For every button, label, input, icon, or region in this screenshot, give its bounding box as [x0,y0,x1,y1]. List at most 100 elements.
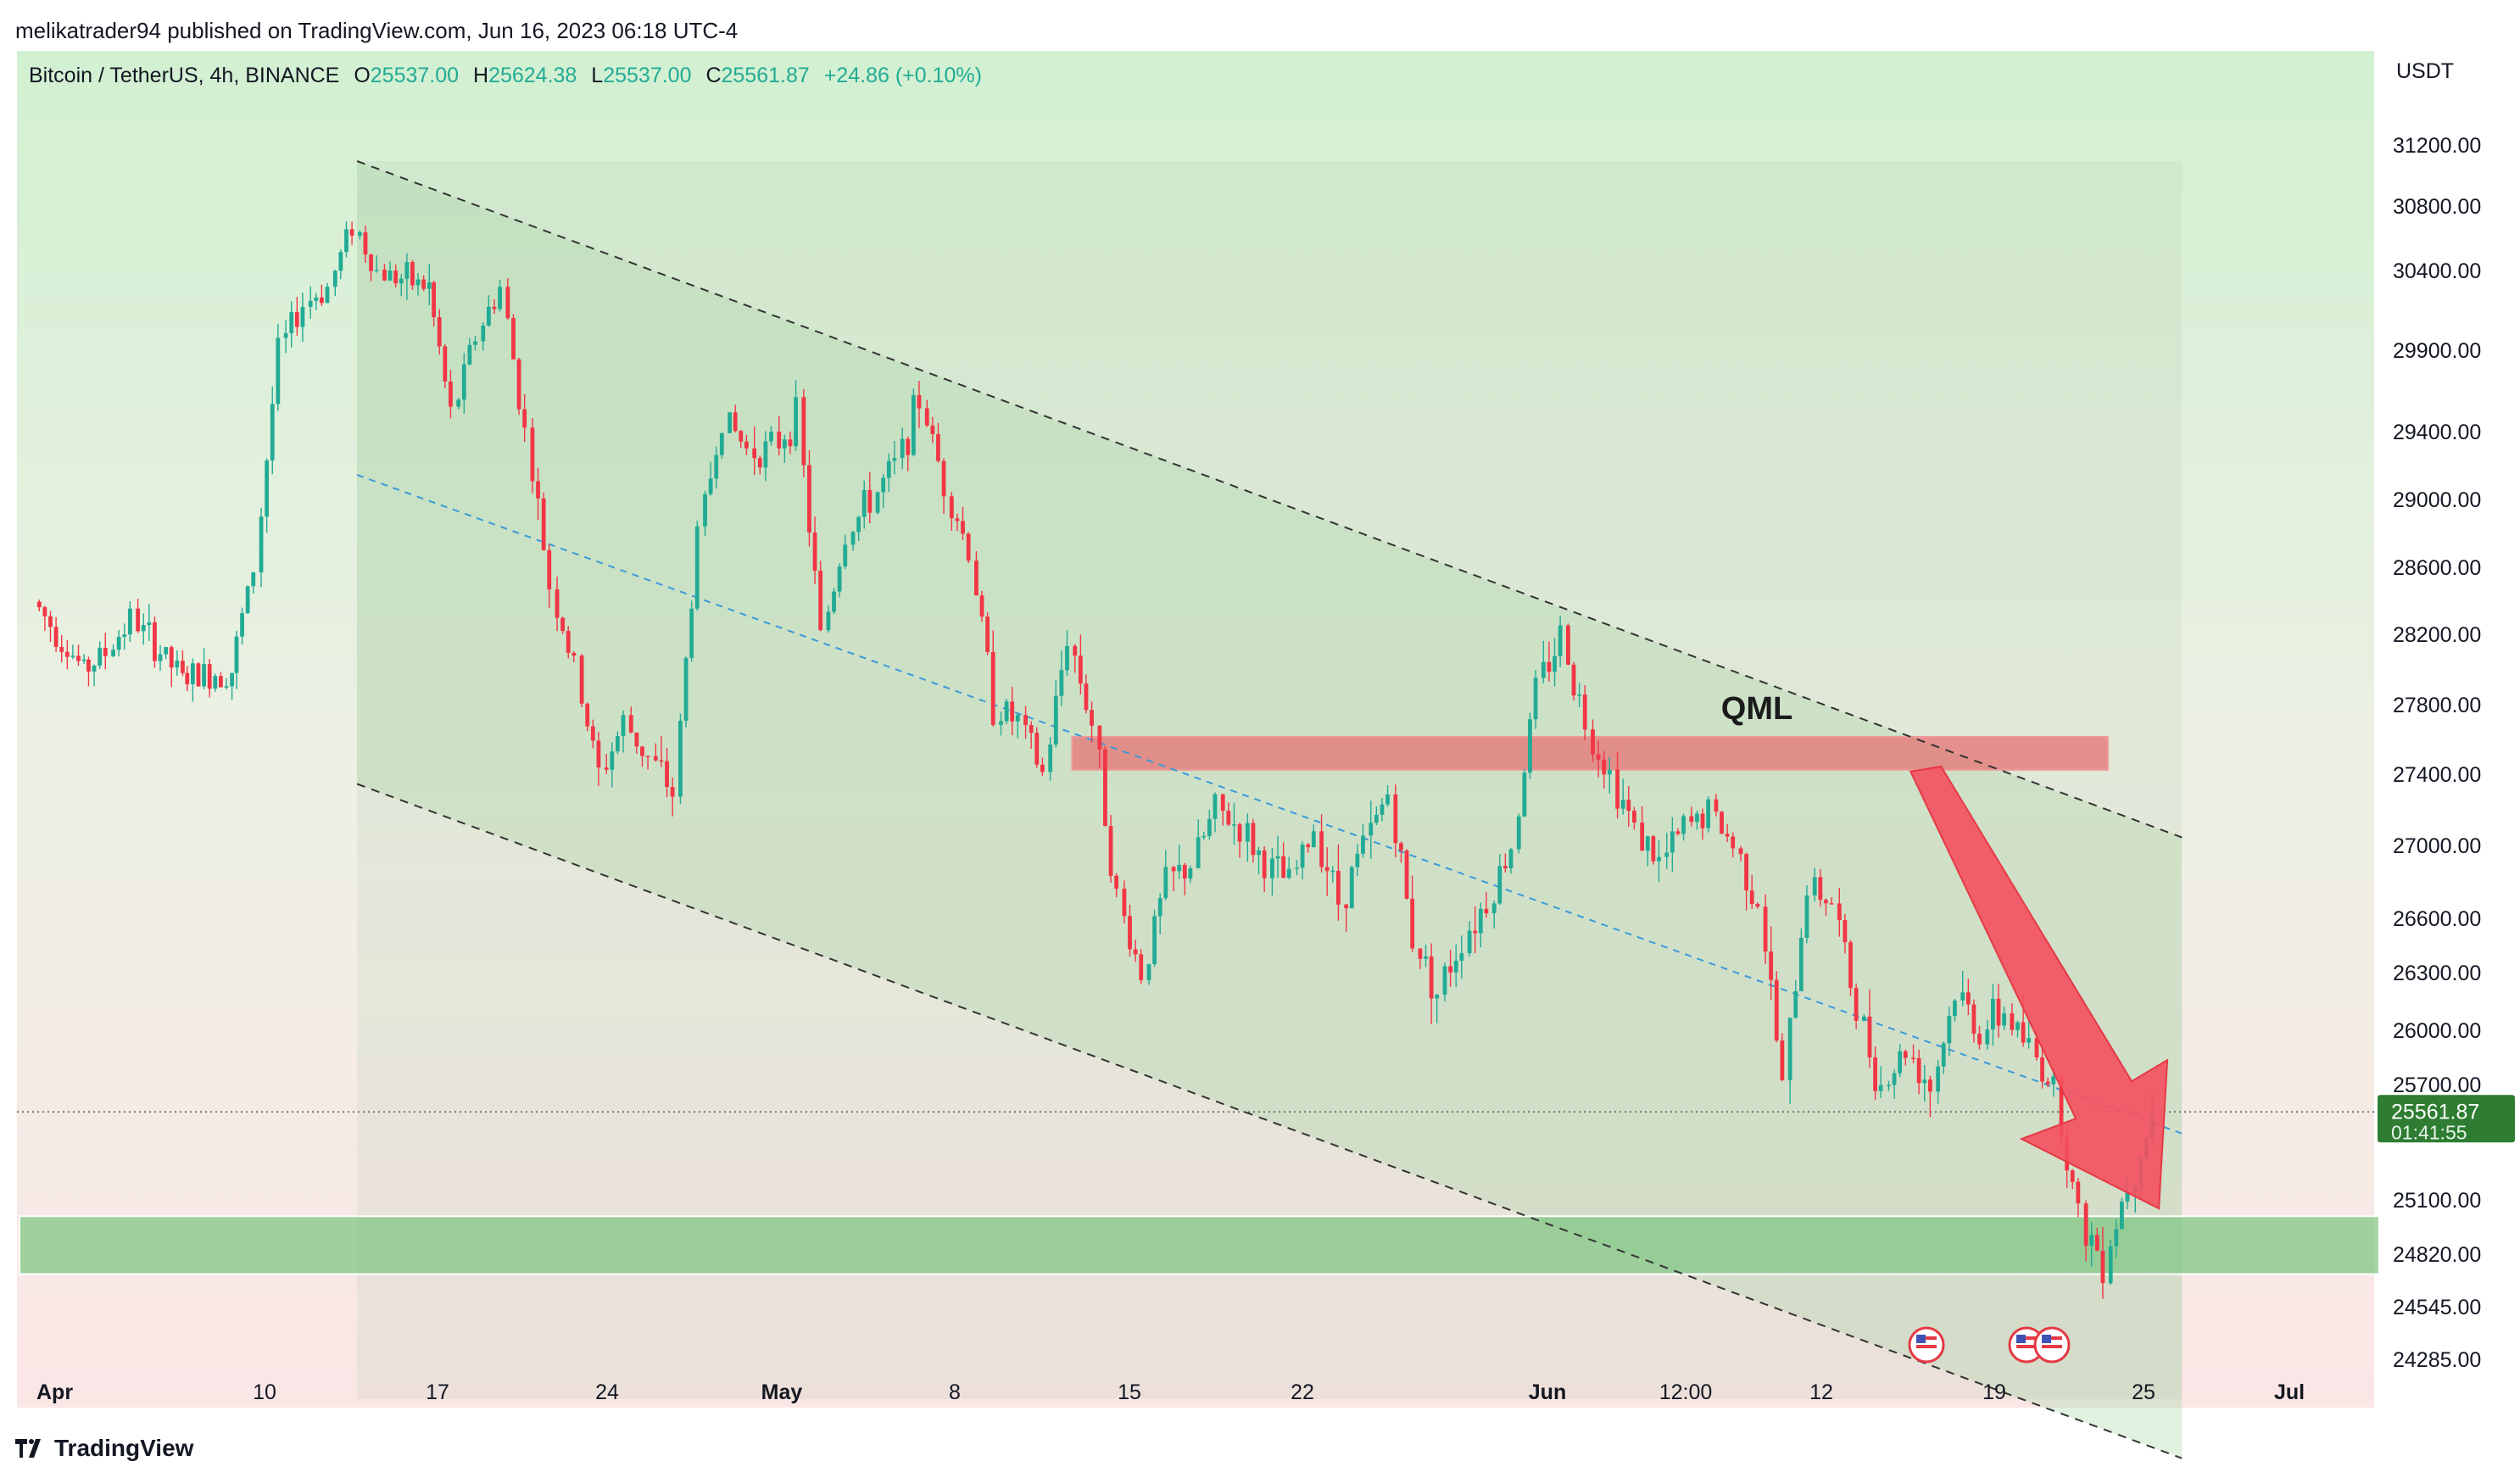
us-flag-event-icon [1916,1345,1937,1348]
candle-body [443,346,448,382]
candle-body [399,278,404,284]
candle-body [202,664,206,687]
y-tick-label: 24820.00 [2393,1243,2481,1267]
candle-body [1780,1040,1785,1080]
candle-body [1571,664,1576,696]
candle-body [861,489,867,517]
candle-body [689,608,694,658]
candle-body [1714,799,1719,812]
candle-body [826,611,831,631]
candle-body [961,521,965,534]
candle-body [473,341,477,345]
candle-body [1010,701,1015,722]
candle-body [1591,729,1595,755]
candle-body [338,252,343,271]
candle-body [344,229,348,253]
candle-body [1720,812,1724,834]
candle-body [127,608,132,635]
candle-body [2125,1191,2130,1202]
candle-body [875,492,880,513]
candle-body [207,664,212,689]
candle-body [1848,942,1853,989]
candle-body [1404,850,1409,899]
candle-body [1843,919,1848,943]
us-flag-event-icon [2042,1335,2051,1343]
channel-lower-line[interactable] [356,783,2183,1459]
y-tick-label: 29000.00 [2393,488,2481,512]
candle-body [2045,1081,2050,1085]
symbol-info-bar[interactable]: Bitcoin / TetherUS, 4h, BINANCE O25537.0… [29,59,990,92]
candle-body [818,570,823,631]
candle-body [1429,956,1434,999]
candle-body [1152,916,1157,964]
candle-body [665,761,669,788]
candle-body [1798,937,1804,991]
candle-body [1355,853,1360,867]
candle-body [1048,745,1053,772]
symbol-name[interactable]: Bitcoin / TetherUS, 4h, BINANCE [29,64,340,87]
candle-body [320,297,324,304]
candle-body [1097,725,1102,750]
candle-body [930,425,935,434]
candle-body [900,438,905,459]
candle-body [1330,870,1335,873]
candle-body [1700,813,1705,828]
candle-body [103,647,108,656]
candle-body [941,460,946,497]
candle-body [1971,1004,1976,1034]
y-tick-label: 26000.00 [2393,1019,2481,1043]
candle-body [415,279,421,286]
y-tick-label: 24545.00 [2393,1296,2481,1319]
bearish-arrow[interactable] [1909,765,2169,1210]
candle-body [230,672,234,687]
candle-body [1689,816,1694,823]
projection-box [357,161,2183,1399]
candle-body [181,661,185,673]
candle-body [1128,916,1132,950]
candle-body [387,271,393,281]
support-zone[interactable] [19,1215,2380,1275]
x-tick-label: 22 [1291,1380,1314,1404]
candle-body [555,589,560,618]
candle-body [141,625,146,632]
candle-body [1558,625,1563,656]
candle-body [190,663,195,684]
candle-body [1448,966,1452,973]
candle-body [1749,890,1754,905]
footer-brand[interactable]: TradingView [54,1435,194,1461]
candle-body [240,613,244,637]
candle-body [1245,823,1250,842]
candle-body [985,616,990,652]
price-badge[interactable] [2378,1095,2515,1143]
channel-upper-line[interactable] [356,160,2183,839]
candle-body [1533,678,1538,720]
candle-body [1787,1018,1792,1080]
candle-body [2010,1012,2015,1030]
channel-mid-line[interactable] [356,474,2183,1135]
candle-body [1146,963,1151,980]
x-tick-label: Jun [1529,1380,1566,1404]
candle-body [1774,979,1779,1041]
qml-zone[interactable] [1071,735,2109,771]
candle-body [1670,831,1675,853]
candle-body [1675,831,1681,834]
candle-body [843,544,848,567]
candle-body [763,441,768,468]
candle-body [1344,904,1349,909]
candle-body [1755,904,1760,907]
candle-body [98,647,103,666]
candle-body [259,516,264,572]
candle-body [1275,856,1280,859]
candle-body [1073,645,1078,656]
candle-body [1349,867,1354,909]
currency-label[interactable]: USDT [2396,59,2455,83]
candle-body [832,591,836,612]
candle-body [739,431,744,442]
candle-body [81,659,86,661]
y-tick-label: 25100.00 [2393,1189,2481,1213]
candle-body [270,404,275,460]
candle-body [1898,1051,1903,1074]
candle-body [456,399,461,407]
